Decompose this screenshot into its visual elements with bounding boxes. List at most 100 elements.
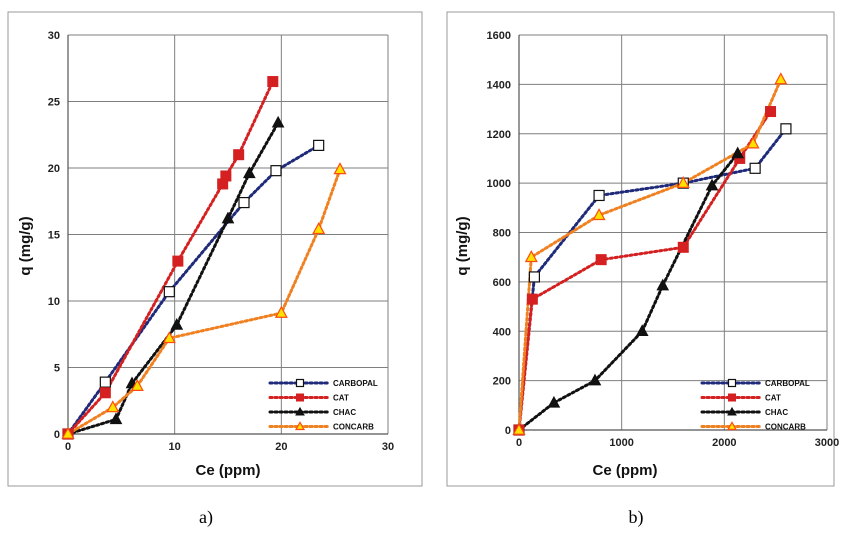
data-point <box>731 146 745 159</box>
x-tick-label: 0 <box>516 437 522 449</box>
legend-label: CONCARB <box>333 423 374 432</box>
data-point <box>99 387 111 399</box>
data-point <box>592 208 606 221</box>
legend-marker <box>727 378 737 388</box>
y-tick-label: 0 <box>505 425 511 437</box>
legend-marker <box>295 406 305 416</box>
data-point <box>656 278 670 291</box>
data-point <box>267 76 279 88</box>
legend-marker <box>728 393 736 402</box>
data-point <box>172 255 184 267</box>
data-point <box>635 324 649 337</box>
y-tick-label: 200 <box>493 376 511 388</box>
panel-caption: a) <box>199 507 213 528</box>
x-tick-label: 2000 <box>712 437 736 449</box>
series-line <box>66 143 321 436</box>
series-line <box>517 110 772 432</box>
data-point <box>774 72 788 85</box>
data-point <box>588 373 602 386</box>
data-point <box>220 170 232 182</box>
y-tick-label: 1400 <box>487 79 511 91</box>
y-axis-title: q (mg/g) <box>17 216 34 275</box>
x-axis-title: Ce (ppm) <box>196 462 261 479</box>
data-point <box>313 139 325 151</box>
legend-label: CARBOPAL <box>333 379 378 388</box>
y-tick-label: 400 <box>493 326 511 338</box>
y-tick-label: 1200 <box>487 129 511 141</box>
y-tick-label: 30 <box>48 30 60 42</box>
y-tick-label: 5 <box>54 363 60 375</box>
x-tick-label: 10 <box>169 441 181 453</box>
data-point <box>170 317 184 330</box>
legend: CARBOPAL CAT CHAC CONCARB <box>700 378 810 432</box>
legend: CARBOPAL CAT CHAC CONCARB <box>268 378 378 432</box>
data-point <box>163 286 175 298</box>
legend-label: CAT <box>765 394 781 403</box>
data-point <box>61 426 75 439</box>
legend-marker <box>296 393 304 402</box>
data-point <box>547 395 561 408</box>
data-point <box>242 166 256 179</box>
data-point <box>526 293 538 305</box>
data-point <box>677 241 689 253</box>
y-tick-label: 1600 <box>487 30 511 42</box>
data-point <box>99 376 111 388</box>
y-tick-label: 20 <box>48 163 60 175</box>
y-tick-label: 1000 <box>487 178 511 190</box>
data-point <box>524 250 538 263</box>
chart-panel-b: q (mg/g) Ce (ppm) b) 0 200 400 600 800 1000 12… <box>446 11 840 528</box>
y-axis-title: q (mg/g) <box>454 216 471 275</box>
data-point <box>749 162 761 174</box>
data-point <box>512 422 526 435</box>
chart-panel-a: q (mg/g) Ce (ppm) a) 0 5 10 15 20 25 30 0 10 20 30… <box>7 11 423 528</box>
y-tick-label: 800 <box>493 228 511 240</box>
data-point <box>270 165 282 177</box>
data-point <box>238 196 250 209</box>
data-point <box>274 305 288 318</box>
y-tick-label: 25 <box>48 97 60 109</box>
legend-label: CHAC <box>333 408 356 417</box>
legend-marker <box>726 421 738 431</box>
x-tick-label: 20 <box>275 441 287 453</box>
data-point <box>109 412 123 425</box>
data-point <box>233 149 245 161</box>
x-axis-title: Ce (ppm) <box>593 462 658 479</box>
x-tick-label: 0 <box>65 441 71 453</box>
data-point <box>593 189 605 202</box>
data-point <box>271 115 285 128</box>
data-point <box>705 178 719 191</box>
legend-label: CHAC <box>765 408 788 417</box>
data-point <box>162 331 176 344</box>
chart-panel-b-border <box>446 11 835 487</box>
data-point <box>312 222 326 235</box>
legend-marker <box>294 421 306 431</box>
x-tick-label: 1000 <box>609 437 633 449</box>
chart-panel-a-border <box>7 11 423 487</box>
legend-label: CARBOPAL <box>765 379 810 388</box>
y-tick-label: 10 <box>48 296 60 308</box>
legend-label: CAT <box>333 394 349 403</box>
data-point <box>130 378 144 391</box>
legend-label: CONCARB <box>765 423 806 432</box>
series-line <box>517 77 783 432</box>
data-point <box>595 254 607 266</box>
data-point <box>765 106 777 118</box>
x-tick-label: 3000 <box>815 437 839 449</box>
data-point <box>106 400 120 413</box>
x-tick-label: 30 <box>382 441 394 453</box>
data-point <box>676 175 690 188</box>
legend-marker <box>295 378 305 388</box>
y-tick-label: 0 <box>54 429 60 441</box>
data-point <box>780 123 792 135</box>
panel-caption: b) <box>629 507 644 528</box>
y-tick-label: 600 <box>493 277 511 289</box>
data-point <box>746 136 760 149</box>
data-point <box>333 162 347 175</box>
data-point <box>528 271 541 283</box>
y-tick-label: 15 <box>48 230 60 242</box>
data-point <box>221 211 235 224</box>
plot-area: 0 200 400 600 800 1000 1200 1400 1600 0 1000 2000 30… <box>487 30 840 449</box>
legend-marker <box>727 406 737 416</box>
plot-area: 0 5 10 15 20 25 30 0 10 20 30 <box>48 30 394 453</box>
